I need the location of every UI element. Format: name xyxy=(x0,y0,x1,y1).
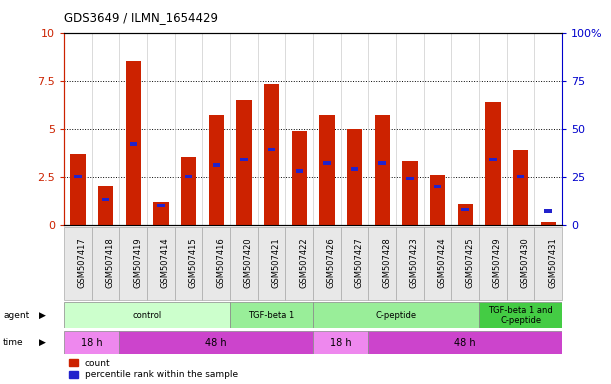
Bar xyxy=(434,185,441,188)
FancyBboxPatch shape xyxy=(368,227,396,300)
Text: GSM507429: GSM507429 xyxy=(493,238,502,288)
Bar xyxy=(98,186,113,225)
Bar xyxy=(430,175,445,225)
FancyBboxPatch shape xyxy=(92,227,120,300)
Bar xyxy=(185,175,192,179)
Text: 18 h: 18 h xyxy=(330,338,351,348)
FancyBboxPatch shape xyxy=(479,302,562,328)
Bar xyxy=(236,100,252,225)
FancyBboxPatch shape xyxy=(147,227,175,300)
Text: GSM507414: GSM507414 xyxy=(161,238,170,288)
Bar xyxy=(157,204,165,207)
Bar xyxy=(268,148,276,152)
Bar xyxy=(458,204,473,225)
Bar xyxy=(485,102,500,225)
FancyBboxPatch shape xyxy=(313,227,341,300)
FancyBboxPatch shape xyxy=(341,227,368,300)
Bar xyxy=(130,142,137,146)
FancyBboxPatch shape xyxy=(313,302,479,328)
FancyBboxPatch shape xyxy=(285,227,313,300)
Bar xyxy=(126,61,141,225)
Text: GSM507425: GSM507425 xyxy=(466,238,474,288)
Bar xyxy=(240,158,248,161)
Bar xyxy=(489,158,497,161)
FancyBboxPatch shape xyxy=(120,331,313,354)
Bar xyxy=(291,131,307,225)
Bar xyxy=(213,164,220,167)
Text: GSM507417: GSM507417 xyxy=(78,238,87,288)
Bar xyxy=(461,208,469,211)
Text: time: time xyxy=(3,338,24,347)
Bar xyxy=(209,115,224,225)
Text: GSM507423: GSM507423 xyxy=(410,238,419,288)
Text: GSM507415: GSM507415 xyxy=(189,238,197,288)
Bar xyxy=(513,150,529,225)
Bar xyxy=(264,84,279,225)
FancyBboxPatch shape xyxy=(507,227,535,300)
FancyBboxPatch shape xyxy=(424,227,452,300)
FancyBboxPatch shape xyxy=(120,227,147,300)
FancyBboxPatch shape xyxy=(479,227,507,300)
Text: GSM507424: GSM507424 xyxy=(437,238,447,288)
Text: control: control xyxy=(133,311,162,320)
Text: GSM507418: GSM507418 xyxy=(106,238,115,288)
Bar xyxy=(378,162,386,165)
Bar xyxy=(375,115,390,225)
FancyBboxPatch shape xyxy=(313,331,368,354)
FancyBboxPatch shape xyxy=(230,302,313,328)
FancyBboxPatch shape xyxy=(175,227,202,300)
FancyBboxPatch shape xyxy=(202,227,230,300)
Text: GSM507419: GSM507419 xyxy=(133,238,142,288)
Bar xyxy=(403,161,417,225)
FancyBboxPatch shape xyxy=(230,227,258,300)
Bar xyxy=(323,162,331,165)
FancyBboxPatch shape xyxy=(368,331,562,354)
FancyBboxPatch shape xyxy=(64,302,230,328)
Bar xyxy=(351,167,359,171)
Bar xyxy=(544,210,552,213)
Bar xyxy=(70,154,86,225)
Bar xyxy=(406,177,414,180)
Text: TGF-beta 1 and
C-peptide: TGF-beta 1 and C-peptide xyxy=(488,306,553,324)
FancyBboxPatch shape xyxy=(396,227,424,300)
Text: ▶: ▶ xyxy=(38,338,45,347)
Text: GSM507428: GSM507428 xyxy=(382,238,391,288)
Bar xyxy=(320,115,335,225)
Text: GDS3649 / ILMN_1654429: GDS3649 / ILMN_1654429 xyxy=(64,12,218,25)
Text: GSM507421: GSM507421 xyxy=(272,238,280,288)
FancyBboxPatch shape xyxy=(452,227,479,300)
Text: TGF-beta 1: TGF-beta 1 xyxy=(249,311,295,320)
Bar xyxy=(296,169,303,173)
Bar xyxy=(181,157,196,225)
Bar xyxy=(347,129,362,225)
Text: GSM507430: GSM507430 xyxy=(521,238,530,288)
Text: 48 h: 48 h xyxy=(205,338,227,348)
Legend: count, percentile rank within the sample: count, percentile rank within the sample xyxy=(68,359,238,379)
Bar xyxy=(517,175,524,179)
Text: GSM507426: GSM507426 xyxy=(327,238,336,288)
FancyBboxPatch shape xyxy=(535,227,562,300)
Text: 18 h: 18 h xyxy=(81,338,103,348)
Text: GSM507422: GSM507422 xyxy=(299,238,309,288)
Text: GSM507420: GSM507420 xyxy=(244,238,253,288)
Bar xyxy=(102,198,109,202)
Text: GSM507416: GSM507416 xyxy=(216,238,225,288)
FancyBboxPatch shape xyxy=(258,227,285,300)
Bar xyxy=(541,222,556,225)
FancyBboxPatch shape xyxy=(64,331,120,354)
Text: 48 h: 48 h xyxy=(455,338,476,348)
Text: GSM507431: GSM507431 xyxy=(548,238,557,288)
Bar xyxy=(74,175,82,179)
Text: ▶: ▶ xyxy=(38,311,45,320)
FancyBboxPatch shape xyxy=(64,227,92,300)
Text: agent: agent xyxy=(3,311,29,320)
Text: GSM507427: GSM507427 xyxy=(354,238,364,288)
Bar xyxy=(153,202,169,225)
Text: C-peptide: C-peptide xyxy=(376,311,417,320)
